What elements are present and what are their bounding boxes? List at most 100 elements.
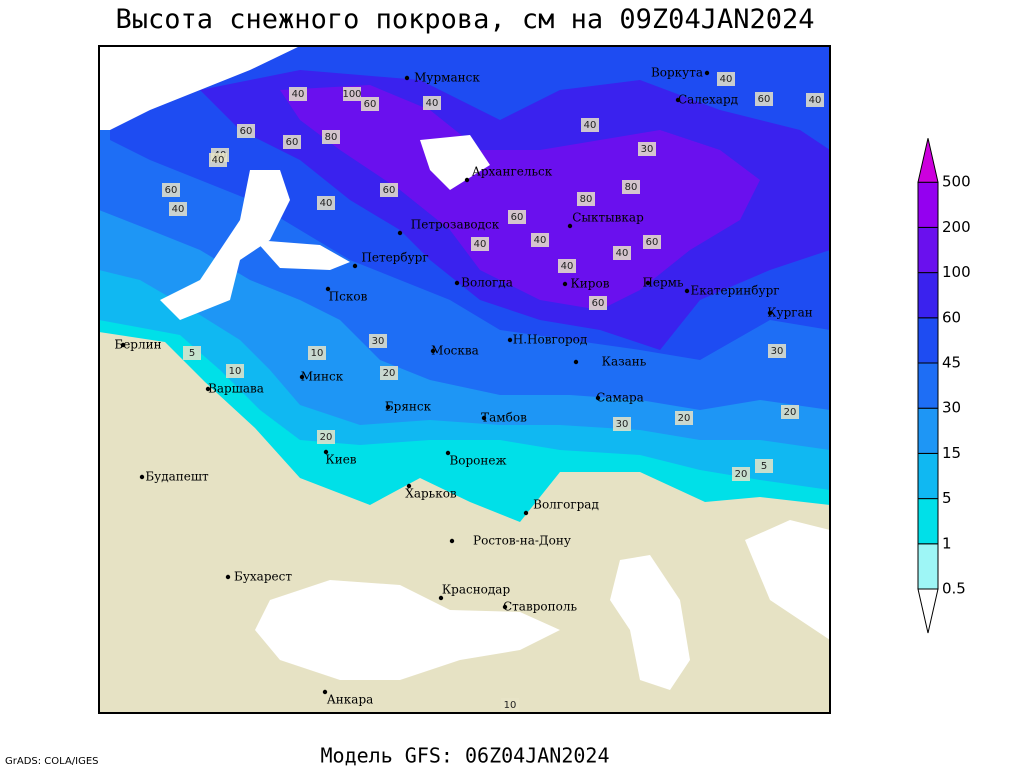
city-dot: [502, 604, 508, 610]
sea: [420, 135, 490, 190]
contour-label: 40: [320, 198, 333, 209]
city-dot: [481, 415, 487, 421]
sea: [160, 170, 290, 320]
contour-label-box: [806, 93, 824, 107]
city-dot: [323, 449, 329, 455]
contour-label-box: [380, 183, 398, 197]
city-label: Мурманск: [414, 71, 480, 85]
colorbar-label: 1: [942, 534, 952, 552]
city-label: Москва: [431, 344, 479, 358]
city-dot: [139, 474, 145, 480]
contour-label-box: [317, 196, 335, 210]
city-label: Брянск: [385, 400, 432, 414]
colorbar-label: 200: [942, 218, 971, 236]
contour-label: 80: [580, 194, 593, 205]
colorbar-segment: [917, 543, 939, 590]
colorbar-segment: [917, 226, 939, 274]
city-label: Архангельск: [472, 165, 553, 179]
contour-label-box: [508, 210, 526, 224]
city-dot: [385, 404, 391, 410]
colorbar-segment: [917, 272, 939, 319]
city-dot: [507, 337, 513, 343]
city-dot: [205, 386, 211, 392]
contour-label: 30: [616, 419, 629, 430]
city-label: Будапешт: [145, 470, 209, 484]
contour-label: 20: [320, 432, 333, 443]
city-label: Воркута: [651, 66, 703, 80]
city-dot: [595, 395, 601, 401]
contour-label: 60: [364, 99, 377, 110]
city-dot: [325, 286, 331, 292]
sea: [255, 580, 560, 680]
contour-label: 30: [641, 144, 654, 155]
contour-label-box: [755, 92, 773, 106]
city-label: Псков: [329, 290, 368, 304]
contour-label: 40: [809, 95, 822, 106]
contour-label: 60: [165, 185, 178, 196]
city-label: Варшава: [208, 382, 264, 396]
colorbar-label: 15: [942, 444, 961, 462]
colorbar-segment: [917, 498, 939, 545]
contour-label: 20: [735, 469, 748, 480]
sea: [255, 240, 350, 270]
city-label: Самара: [596, 391, 644, 405]
city-label: Ставрополь: [503, 600, 577, 614]
credit: GrADS: COLA/IGES: [5, 756, 99, 767]
contour-label-box: [531, 233, 549, 247]
colorbar-label: 5: [942, 489, 952, 507]
contour-label-box: [622, 180, 640, 194]
city-dot: [352, 263, 358, 269]
contour-label: 40: [616, 248, 629, 259]
city-dot: [438, 595, 444, 601]
colorbar-segment: [917, 362, 939, 409]
city-dot: [523, 510, 529, 516]
contour-label-box: [613, 417, 631, 431]
contour-label-box: [322, 130, 340, 144]
contour-label: 40: [172, 204, 185, 215]
contour-label: 60: [646, 237, 659, 248]
city-dot: [454, 280, 460, 286]
contour-label-box: [732, 467, 750, 481]
contour-label-box: [369, 334, 387, 348]
contour-labels: 4010060406080406040604040608080604060404…: [162, 72, 824, 712]
city-dot: [684, 288, 690, 294]
city-label: Сыктывкар: [572, 211, 644, 225]
contour-label-box: [169, 202, 187, 216]
city-label: Анкара: [327, 693, 374, 707]
sea: [99, 46, 300, 130]
sea: [745, 520, 830, 640]
contour-label-box: [589, 296, 607, 310]
contour-label: 60: [286, 137, 299, 148]
snow-zone: [280, 85, 760, 310]
city-label: Петербург: [361, 251, 428, 265]
contour-label-box: [343, 87, 361, 101]
city-label: Волгоград: [533, 498, 599, 512]
contour-label: 40: [426, 98, 439, 109]
contour-label: 30: [771, 346, 784, 357]
city-dot: [299, 374, 305, 380]
city-dot: [430, 348, 436, 354]
city-label: Н.Новгород: [513, 333, 588, 347]
city-label: Краснодар: [442, 583, 511, 597]
city-dot: [225, 574, 231, 580]
contour-label: 40: [561, 261, 574, 272]
contour-label-box: [209, 153, 227, 167]
city-dot: [406, 483, 412, 489]
contour-label: 30: [372, 336, 385, 347]
contour-label-box: [781, 405, 799, 419]
city-label: Тамбов: [481, 411, 527, 425]
city-dot: [645, 280, 651, 286]
contour-label: 5: [761, 461, 767, 472]
city-label: Харьков: [405, 487, 457, 501]
city-label: Вологда: [461, 276, 513, 290]
city-dot: [397, 230, 403, 236]
contour-label: 20: [784, 407, 797, 418]
contour-label-box: [768, 344, 786, 358]
contour-label-box: [237, 124, 255, 138]
model-caption: Модель GFS: 06Z04JAN2024: [321, 744, 610, 768]
contour-label-box: [471, 237, 489, 251]
map-frame: [98, 45, 831, 714]
contour-label: 40: [292, 89, 305, 100]
contour-label-box: [183, 346, 201, 360]
